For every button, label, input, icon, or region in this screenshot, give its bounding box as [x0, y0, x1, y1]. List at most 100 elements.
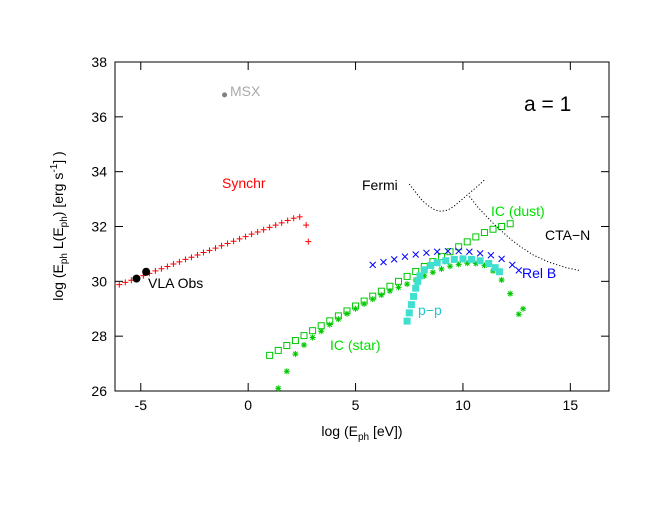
- point-ic-dust: [291, 337, 299, 345]
- point-ic-star: [386, 287, 393, 294]
- point-synchr: [230, 238, 237, 245]
- point-synchr: [182, 256, 189, 263]
- point-p-p: [442, 257, 450, 265]
- point-synchr: [170, 261, 177, 268]
- point-synchr: [122, 279, 129, 286]
- point-rel-b: [476, 250, 484, 257]
- point-synchr: [266, 224, 273, 231]
- y-tick-label: 30: [91, 273, 107, 289]
- point-rel-b: [515, 267, 523, 274]
- point-rel-b: [390, 256, 398, 263]
- point-ic-star: [481, 262, 488, 269]
- point-synchr: [296, 213, 303, 220]
- point-synchr: [200, 249, 207, 256]
- point-ic-dust: [266, 351, 274, 359]
- annotation-a: a = 1: [524, 93, 571, 116]
- axis-ticks: -5 0 5 10 15 26 28 30 32 34 36 38: [91, 54, 609, 413]
- point-synchr: [116, 281, 123, 288]
- point-ic-star: [438, 265, 445, 272]
- point-ic-star: [404, 281, 411, 288]
- point-p-p: [459, 255, 467, 263]
- point-synchr: [194, 252, 201, 259]
- point-synchr: [236, 235, 243, 242]
- point-ic-star: [301, 341, 308, 348]
- point-p-p: [450, 255, 458, 263]
- label-msx: MSX: [230, 83, 261, 99]
- point-rel-b: [487, 251, 495, 259]
- point-ic-dust: [489, 225, 497, 233]
- point-rel-b: [412, 251, 420, 258]
- point-synchr: [158, 265, 165, 272]
- point-ic-star: [520, 305, 527, 312]
- point-vla-obs: [132, 274, 141, 283]
- point-synchr: [303, 222, 310, 229]
- point-vla-obs: [142, 267, 151, 276]
- point-p-p: [412, 284, 420, 292]
- point-ic-star: [498, 276, 505, 283]
- point-ic-star: [283, 368, 290, 375]
- point-synchr: [188, 254, 195, 261]
- y-tick-label: 28: [91, 328, 107, 344]
- point-ic-dust: [472, 233, 480, 241]
- point-p-p: [491, 264, 499, 272]
- point-msx: [222, 92, 228, 98]
- point-ic-star: [352, 305, 359, 312]
- point-p-p: [427, 261, 435, 269]
- label-fermi: Fermi: [362, 177, 398, 193]
- point-ic-dust: [395, 277, 403, 285]
- y-tick-label: 38: [91, 54, 107, 70]
- point-p-p: [405, 309, 413, 317]
- point-ic-star: [318, 328, 325, 335]
- point-p-p: [468, 255, 476, 263]
- point-ic-dust: [403, 272, 411, 280]
- point-p-p: [433, 259, 441, 267]
- point-synchr: [260, 226, 267, 233]
- point-ic-star: [378, 292, 385, 299]
- point-ic-star: [455, 261, 462, 268]
- point-p-p: [407, 301, 415, 309]
- point-rel-b: [401, 253, 409, 261]
- point-synchr: [176, 258, 183, 265]
- point-ic-star: [369, 296, 376, 303]
- point-ic-dust: [274, 346, 282, 354]
- y-axis-label: log (Eph L(Eph) [erg s-1] ): [49, 151, 70, 300]
- point-synchr: [278, 219, 285, 226]
- point-p-p: [403, 317, 411, 325]
- point-ic-dust: [437, 253, 445, 261]
- point-rel-b: [466, 248, 473, 256]
- point-ic-dust: [300, 332, 308, 340]
- point-ic-star: [343, 310, 350, 317]
- point-rel-b: [498, 255, 505, 263]
- point-ic-star: [309, 334, 316, 341]
- y-tick-label: 26: [91, 383, 107, 399]
- point-ic-star: [361, 300, 368, 307]
- point-synchr: [212, 245, 219, 252]
- x-tick-label: 10: [455, 397, 471, 413]
- point-ic-star: [507, 290, 514, 297]
- label-p-p: p−p: [418, 302, 442, 318]
- point-p-p: [410, 292, 418, 300]
- point-p-p: [416, 272, 424, 280]
- point-synchr: [242, 233, 249, 240]
- point-synchr: [164, 263, 171, 270]
- point-rel-b: [433, 248, 441, 256]
- point-synchr: [224, 240, 231, 247]
- point-ic-star: [326, 321, 333, 328]
- series-fermi-line: [408, 179, 485, 212]
- point-rel-b: [508, 261, 516, 269]
- x-axis-label: log (Eph [eV]): [321, 423, 402, 443]
- label-ic-star: IC (star): [330, 337, 381, 353]
- point-ic-star: [275, 385, 282, 392]
- point-ic-star: [515, 311, 522, 318]
- point-ic-star: [429, 269, 436, 276]
- point-rel-b: [423, 249, 430, 257]
- point-ic-star: [464, 260, 471, 267]
- point-p-p: [420, 266, 428, 274]
- x-tick-label: 5: [352, 397, 360, 413]
- point-rel-b: [380, 258, 387, 266]
- label-cta-n: CTA−N: [545, 227, 590, 243]
- point-ic-star: [395, 284, 402, 291]
- point-synchr: [272, 222, 279, 229]
- point-p-p: [495, 268, 503, 276]
